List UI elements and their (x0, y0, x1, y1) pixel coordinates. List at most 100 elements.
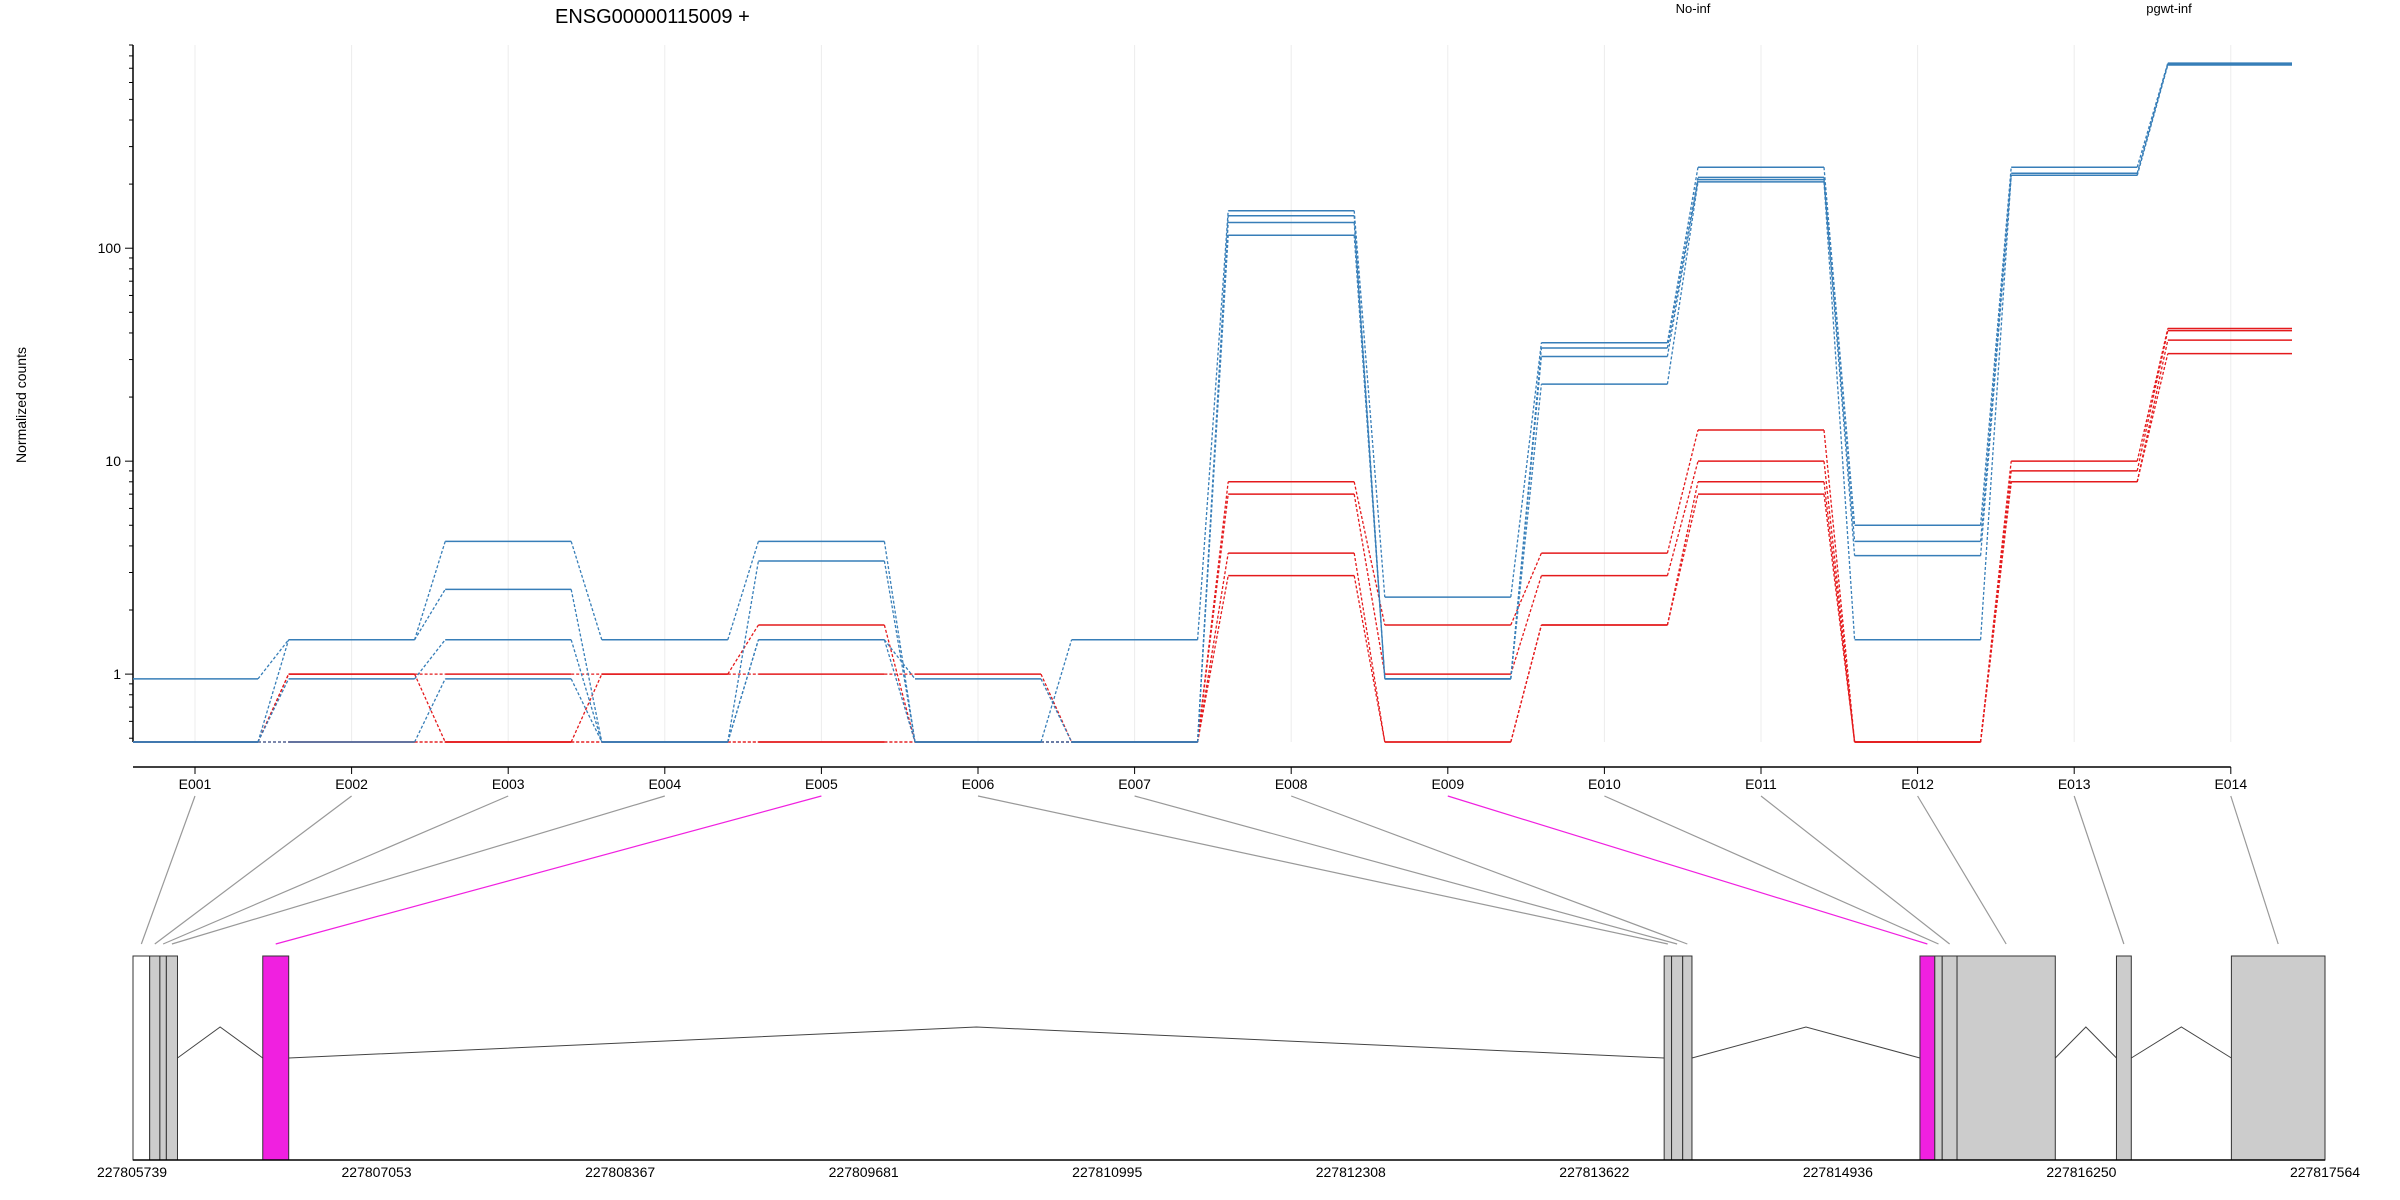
series-transition (414, 589, 446, 641)
x-tick-label-e007: E007 (1118, 776, 1151, 792)
coordinate-label: 227808367 (585, 1164, 655, 1180)
series-transition (1510, 384, 1543, 679)
coordinate-label: 227817564 (2290, 1164, 2360, 1180)
y-tick-label: 1 (113, 666, 121, 682)
series-transition (1040, 673, 1073, 743)
intron (1691, 1026, 1921, 1059)
series-transition (1666, 481, 1699, 626)
intron (288, 1026, 1665, 1059)
connector-e002 (154, 795, 352, 945)
exon-block-e006 (1663, 955, 1673, 1161)
x-tick-label-e002: E002 (335, 776, 368, 792)
series-transition (1510, 575, 1543, 675)
coordinate-label: 227816250 (2046, 1164, 2116, 1180)
legend-pgwt-inf: pgwt-inf (2146, 1, 2192, 16)
x-tick-label-e014: E014 (2214, 776, 2247, 792)
series-transition (413, 541, 446, 640)
x-axis: E001 E002 E003 E004 E005 E006 E007 E008 E009 E010… (133, 766, 2247, 792)
series-transition (727, 560, 760, 743)
series-transition (414, 639, 446, 680)
x-tick-label-e012: E012 (1901, 776, 1934, 792)
series-transition (883, 560, 916, 743)
x-tick-label-e006: E006 (962, 776, 995, 792)
y-tick-label: 100 (98, 240, 122, 256)
series-transition (1510, 552, 1542, 626)
connector-e013 (2073, 795, 2125, 945)
series-transition (257, 639, 290, 680)
series-transition (1666, 179, 1699, 357)
series-transition (1353, 494, 1386, 675)
series-transition (1196, 215, 1229, 743)
series-transition (1040, 678, 1073, 743)
series-transition (1823, 481, 1856, 743)
series-transition (570, 589, 603, 743)
exon-block-e009 (1919, 955, 1936, 1161)
series-transition (1040, 639, 1073, 743)
series-transition (883, 639, 916, 743)
series-transition (1353, 210, 1386, 598)
series-no-inf-2 (133, 329, 2292, 743)
exon-block-e007 (1671, 955, 1684, 1161)
x-tick-label-e008: E008 (1275, 776, 1308, 792)
plot-gridlines (194, 45, 2232, 742)
connector-e001 (140, 795, 196, 945)
coordinate-label: 227810995 (1072, 1164, 1142, 1180)
coordinate-label: 227807053 (342, 1164, 412, 1180)
x-tick-label-e001: E001 (179, 776, 212, 792)
coordinate-label: 227805739 (97, 1164, 167, 1180)
exon-block-e014 (2230, 955, 2326, 1161)
x-tick-label-e005: E005 (805, 776, 838, 792)
exon-block-e012 (1956, 955, 2056, 1161)
series-pgwt-inf-8 (133, 64, 2292, 743)
intron (2131, 1026, 2232, 1059)
series-transition (1196, 494, 1229, 743)
chart-title: ENSG00000115009 + (555, 6, 750, 28)
series-transition (570, 678, 603, 743)
series-transition (1823, 177, 1856, 542)
coordinate-label: 227813622 (1559, 1164, 1629, 1180)
series-transition (570, 639, 603, 743)
series-transition (1979, 481, 2012, 743)
connector-e006 (977, 795, 1668, 945)
series-transition (1666, 181, 1699, 385)
series-transition (883, 639, 916, 680)
series-lines (133, 62, 2292, 743)
legend-no-inf: No-inf (1676, 1, 1711, 16)
intron (2054, 1026, 2117, 1059)
x-tick-label-e013: E013 (2058, 776, 2091, 792)
series-transition (1510, 624, 1543, 743)
series-transition (1353, 235, 1386, 679)
exon-block-e011 (1941, 955, 1958, 1161)
series-transition (1666, 167, 1699, 343)
series-transition (883, 624, 916, 743)
exon-block-e008 (1682, 955, 1693, 1161)
series-transition (1979, 175, 2012, 556)
series-transition (1510, 342, 1543, 598)
series-transition (1823, 181, 1856, 640)
exon-block-e003 (159, 955, 167, 1161)
exon-block-e002 (149, 955, 161, 1161)
series-transition (1353, 575, 1386, 743)
series-transition (570, 541, 603, 640)
y-axis: 1 10 100 (98, 44, 134, 742)
coordinate-label: 227812308 (1316, 1164, 1386, 1180)
connector-e010 (1604, 795, 1939, 945)
connector-e009 (1447, 795, 1928, 945)
series-transition (257, 639, 290, 743)
series-no-inf-4 (133, 352, 2292, 743)
series-transition (2136, 330, 2169, 472)
series-transition (1196, 553, 1229, 743)
series-transition (1823, 179, 1856, 556)
series-transition (883, 541, 916, 743)
exon-connectors (140, 795, 2279, 945)
exon-block-e004 (165, 955, 178, 1161)
x-tick-label-e011: E011 (1745, 776, 1777, 792)
x-tick-label-e010: E010 (1588, 776, 1621, 792)
connector-e014 (2230, 795, 2279, 945)
exon-block-e013 (2115, 955, 2132, 1161)
series-transition (2136, 64, 2169, 176)
connector-e004 (171, 795, 665, 945)
series-transition (257, 678, 290, 743)
exon-block-e001 (132, 955, 151, 1161)
